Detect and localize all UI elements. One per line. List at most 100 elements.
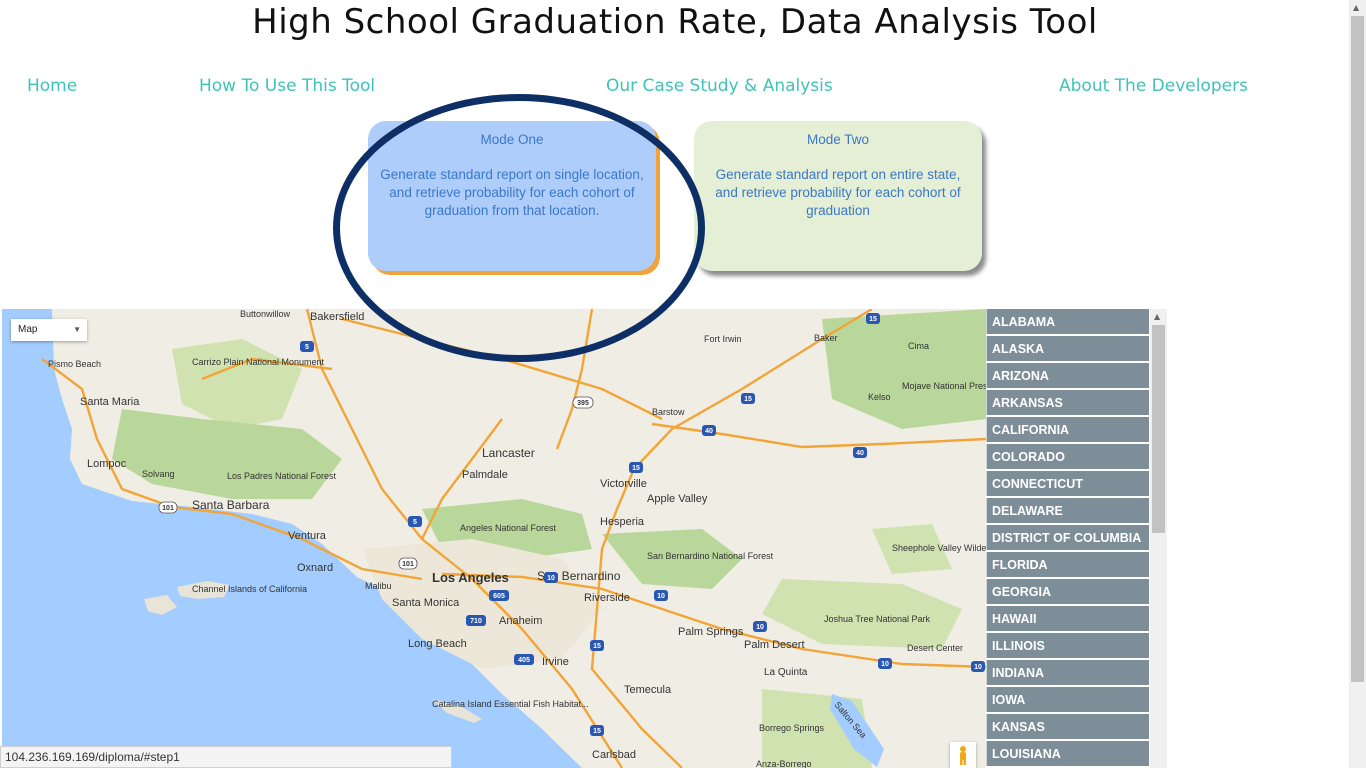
- shield-us101-a-icon: 101: [158, 501, 178, 514]
- mode-one-description: Generate standard report on single locat…: [380, 167, 644, 218]
- map-type-label: Map: [18, 324, 38, 335]
- page-scroll-up-arrow-icon[interactable]: ▲: [1353, 3, 1360, 12]
- label-channel: Channel Islands of California: [192, 584, 307, 594]
- label-mojave: Mojave National Preserve: [902, 381, 986, 391]
- park-carrizo: [172, 339, 302, 429]
- shield-i40-a-icon: 40: [702, 425, 716, 436]
- hwy-i40: [651, 422, 986, 449]
- state-item-california[interactable]: CALIFORNIA: [986, 417, 1149, 442]
- shield-i10-a-label: 10: [657, 593, 665, 600]
- hwy-co: [201, 357, 333, 381]
- label-riverside: Riverside: [584, 592, 630, 604]
- state-item-louisiana[interactable]: LOUISIANA: [986, 741, 1149, 766]
- state-item-illinois[interactable]: ILLINOIS: [986, 633, 1149, 658]
- shield-i10-b-label: 10: [756, 624, 764, 631]
- salton-sea: [830, 694, 884, 767]
- park-sheephole: [872, 524, 952, 574]
- state-item-connecticut[interactable]: CONNECTICUT: [986, 471, 1149, 496]
- state-item-colorado[interactable]: COLORADO: [986, 444, 1149, 469]
- label-baker: Baker: [814, 333, 838, 343]
- state-item-alaska[interactable]: ALASKA: [986, 336, 1149, 361]
- label-malibu: Malibu: [365, 581, 392, 591]
- label-desert-center: Desert Center: [907, 643, 963, 653]
- chevron-down-icon: ▼: [73, 325, 81, 334]
- shield-i10-d-label: 10: [974, 664, 982, 671]
- mode-one-title: Mode One: [480, 132, 544, 147]
- label-kelso: Kelso: [868, 392, 891, 402]
- state-list-scroll-thumb[interactable]: [1152, 325, 1165, 533]
- state-item-kansas[interactable]: KANSAS: [986, 714, 1149, 739]
- label-lancaster: Lancaster: [482, 446, 535, 460]
- state-item-alabama[interactable]: ALABAMA: [986, 309, 1149, 334]
- shield-us101-a-label: 101: [162, 505, 174, 512]
- state-item-arkansas[interactable]: ARKANSAS: [986, 390, 1149, 415]
- state-item-arizona[interactable]: ARIZONA: [986, 363, 1149, 388]
- park-mojave: [822, 309, 986, 429]
- state-item-indiana[interactable]: INDIANA: [986, 660, 1149, 685]
- state-item-district-of-columbia[interactable]: DISTRICT OF COLUMBIA: [986, 525, 1149, 550]
- shield-i405-label: 405: [518, 657, 530, 664]
- island-catalina: [432, 699, 482, 723]
- shield-i10-c-icon: 10: [878, 658, 892, 669]
- label-palm-desert: Palm Desert: [744, 639, 805, 651]
- label-irvine: Irvine: [542, 656, 569, 668]
- mode-two-card[interactable]: Mode Two Generate standard report on ent…: [694, 121, 982, 271]
- label-los-angeles: Los Angeles: [432, 570, 509, 585]
- label-ventura: Ventura: [288, 530, 327, 542]
- hwy-58: [341, 317, 663, 421]
- shield-i15-c-icon: 15: [629, 462, 643, 473]
- state-item-georgia[interactable]: GEORGIA: [986, 579, 1149, 604]
- shield-i15-d-label: 15: [593, 643, 601, 650]
- label-sb-nf: San Bernardino National Forest: [647, 551, 774, 561]
- nav-about-developers[interactable]: About The Developers: [1059, 76, 1248, 96]
- park-joshua: [762, 579, 962, 649]
- shield-i10-b-icon: 10: [753, 621, 767, 632]
- state-item-delaware[interactable]: DELAWARE: [986, 498, 1149, 523]
- street-view-pegman-icon[interactable]: [950, 742, 976, 768]
- label-carlsbad: Carlsbad: [592, 749, 636, 761]
- label-palmdale: Palmdale: [462, 469, 508, 481]
- hwy-i15: [590, 468, 683, 768]
- label-anza: Anza-Borrego: [756, 759, 812, 768]
- label-catalina: Catalina Island Essential Fish Habitat..…: [432, 699, 589, 709]
- label-borrego: Borrego Springs: [759, 723, 825, 733]
- state-item-iowa[interactable]: IOWA: [986, 687, 1149, 712]
- shield-i5-b-label: 5: [413, 519, 417, 526]
- scroll-up-arrow-icon[interactable]: ▲: [1154, 312, 1161, 321]
- shield-i405-icon: 405: [514, 654, 534, 665]
- label-victorville: Victorville: [600, 478, 647, 490]
- park-sb: [602, 529, 742, 589]
- shield-i40-b-label: 40: [856, 450, 864, 457]
- state-item-hawaii[interactable]: HAWAII: [986, 606, 1149, 631]
- shield-us395-icon: 395: [572, 396, 594, 409]
- mode-one-card[interactable]: Mode One Generate standard report on sin…: [368, 121, 656, 271]
- island-santa-cruz: [177, 581, 230, 599]
- shield-i10-a-icon: 10: [654, 590, 668, 601]
- shield-i5-a-label: 5: [305, 344, 309, 351]
- label-la-quinta: La Quinta: [764, 667, 808, 678]
- nav-home[interactable]: Home: [27, 76, 78, 96]
- nav-how-to-use[interactable]: How To Use This Tool: [199, 76, 376, 96]
- page-title: High School Graduation Rate, Data Analys…: [252, 2, 1098, 42]
- label-temecula: Temecula: [624, 684, 672, 696]
- map-view[interactable]: Buttonwillow Bakersfield Pismo Beach Car…: [2, 309, 986, 768]
- state-item-florida[interactable]: FLORIDA: [986, 552, 1149, 577]
- shield-i10-d-icon: 10: [971, 661, 985, 672]
- nav-case-study[interactable]: Our Case Study & Analysis: [606, 76, 833, 96]
- state-list: ALABAMA ALASKA ARIZONA ARKANSAS CALIFORN…: [986, 309, 1149, 768]
- label-joshua-tree: Joshua Tree National Park: [824, 614, 931, 624]
- label-pismo: Pismo Beach: [48, 359, 101, 369]
- label-palm-springs: Palm Springs: [678, 626, 744, 638]
- label-barstow: Barstow: [652, 407, 685, 417]
- state-list-scrollbar[interactable]: ▲: [1150, 309, 1167, 768]
- park-los-padres: [112, 409, 342, 499]
- shield-i15-e-icon: 15: [590, 725, 604, 736]
- shield-i40-a-label: 40: [705, 428, 713, 435]
- page-scrollbar[interactable]: ▲: [1349, 0, 1366, 768]
- shield-i15-c-label: 15: [632, 465, 640, 472]
- shield-us101-b-label: 101: [402, 561, 414, 568]
- shield-i5-a-icon: 5: [300, 341, 314, 352]
- label-carrizo: Carrizo Plain National Monument: [192, 357, 325, 367]
- page-scroll-thumb[interactable]: [1351, 16, 1364, 682]
- map-type-dropdown[interactable]: Map ▼: [11, 319, 87, 341]
